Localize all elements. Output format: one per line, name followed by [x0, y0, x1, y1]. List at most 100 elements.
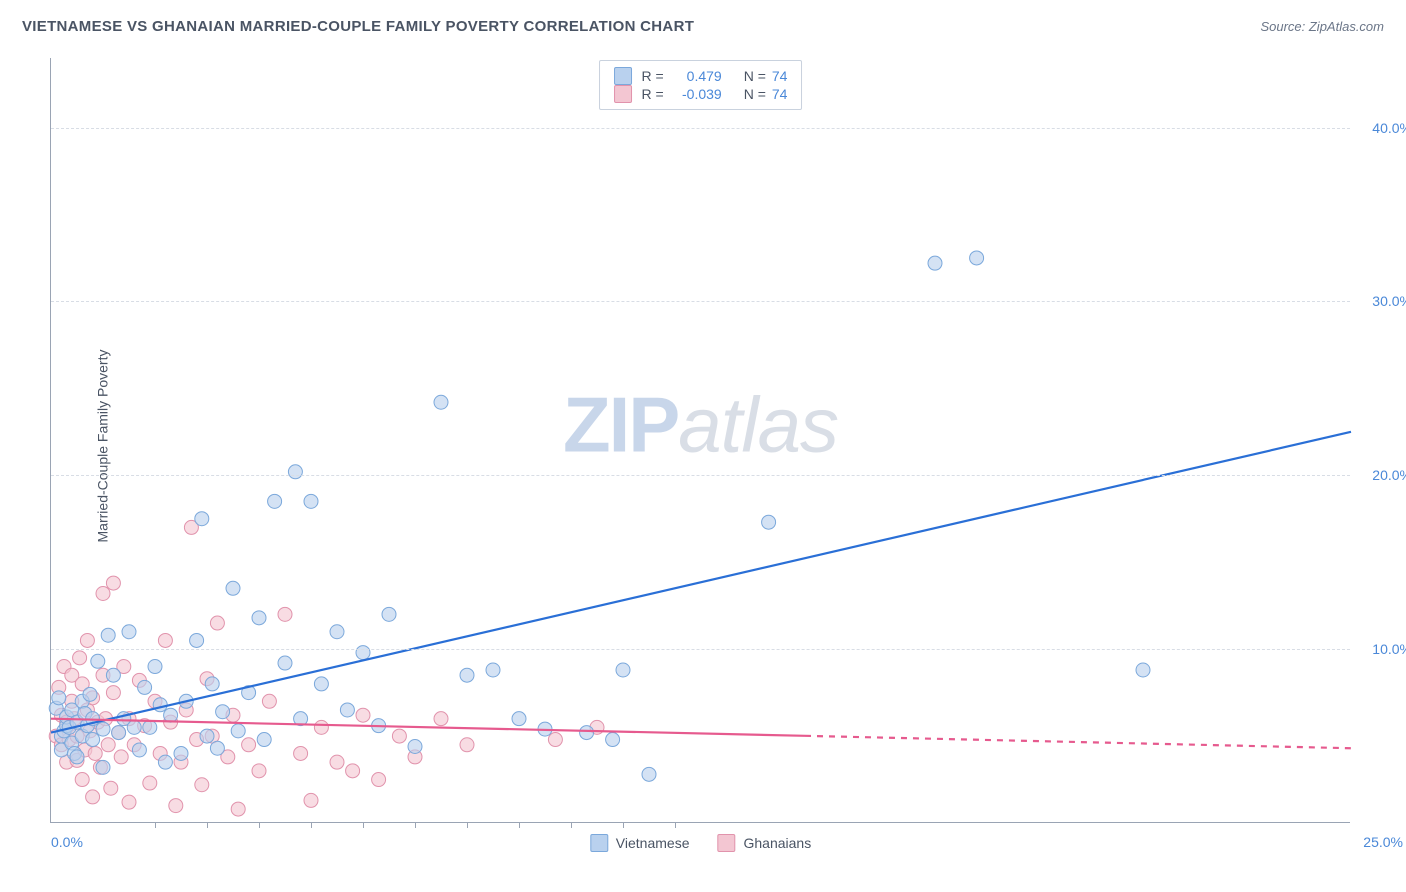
scatter-point [252, 764, 266, 778]
x-minor-tick [363, 822, 364, 828]
scatter-point [434, 712, 448, 726]
scatter-point [392, 729, 406, 743]
scatter-point [88, 746, 102, 760]
scatter-point [101, 628, 115, 642]
scatter-point [114, 750, 128, 764]
stats-swatch-0 [614, 67, 632, 85]
source-attribution: Source: ZipAtlas.com [1260, 19, 1384, 34]
legend-item-0: Vietnamese [590, 834, 690, 852]
scatter-point [153, 698, 167, 712]
scatter-point [101, 738, 115, 752]
gridline-h [51, 128, 1350, 129]
scatter-point [408, 740, 422, 754]
scatter-point [143, 720, 157, 734]
x-minor-tick [675, 822, 676, 828]
scatter-point [314, 720, 328, 734]
x-minor-tick [519, 822, 520, 828]
scatter-point [278, 656, 292, 670]
scatter-point [190, 633, 204, 647]
x-minor-tick [467, 822, 468, 828]
scatter-point [143, 776, 157, 790]
gridline-h [51, 649, 1350, 650]
scatter-point [580, 726, 594, 740]
scatter-point [210, 616, 224, 630]
scatter-point [91, 654, 105, 668]
scatter-point [205, 677, 219, 691]
scatter-point [148, 660, 162, 674]
stats-r-value-1: -0.039 [670, 86, 722, 102]
scatter-point [122, 625, 136, 639]
scatter-point [304, 793, 318, 807]
y-tick-label: 30.0% [1372, 293, 1406, 309]
scatter-point [340, 703, 354, 717]
scatter-point [242, 738, 256, 752]
scatter-point [548, 733, 562, 747]
x-minor-tick [311, 822, 312, 828]
scatter-point [486, 663, 500, 677]
scatter-point [268, 494, 282, 508]
chart-title: VIETNAMESE VS GHANAIAN MARRIED-COUPLE FA… [22, 18, 694, 35]
stats-swatch-1 [614, 85, 632, 103]
scatter-point [356, 646, 370, 660]
scatter-point [164, 708, 178, 722]
scatter-point [106, 668, 120, 682]
scatter-point [158, 755, 172, 769]
scatter-point [257, 733, 271, 747]
scatter-point [86, 790, 100, 804]
scatter-point [606, 733, 620, 747]
scatter-point [122, 795, 136, 809]
bottom-legend: Vietnamese Ghanaians [590, 834, 811, 852]
scatter-point [106, 686, 120, 700]
scatter-point [106, 576, 120, 590]
legend-item-1: Ghanaians [717, 834, 811, 852]
scatter-point [127, 720, 141, 734]
scatter-point [195, 778, 209, 792]
gridline-h [51, 301, 1350, 302]
scatter-point [252, 611, 266, 625]
stats-n-label-1: N = [744, 86, 766, 102]
regression-line-dashed [805, 736, 1351, 748]
scatter-point [86, 733, 100, 747]
scatter-point [80, 633, 94, 647]
source-prefix: Source: [1260, 19, 1308, 34]
scatter-point [346, 764, 360, 778]
legend-swatch-1 [717, 834, 735, 852]
stats-n-label-0: N = [744, 68, 766, 84]
stats-r-label-0: R = [642, 68, 664, 84]
y-tick-label: 20.0% [1372, 467, 1406, 483]
stats-row-1: R = -0.039 N = 74 [614, 85, 788, 103]
scatter-point [226, 581, 240, 595]
scatter-point [231, 724, 245, 738]
scatter-point [928, 256, 942, 270]
scatter-point [512, 712, 526, 726]
scatter-point [262, 694, 276, 708]
scatter-point [434, 395, 448, 409]
scatter-point [73, 651, 87, 665]
scatter-point [314, 677, 328, 691]
scatter-point [83, 687, 97, 701]
gridline-h [51, 475, 1350, 476]
scatter-point [96, 722, 110, 736]
scatter-point [1136, 663, 1150, 677]
scatter-point [642, 767, 656, 781]
x-tick-label: 25.0% [1363, 834, 1403, 850]
scatter-point [288, 465, 302, 479]
x-minor-tick [155, 822, 156, 828]
scatter-point [304, 494, 318, 508]
scatter-point [330, 625, 344, 639]
scatter-point [616, 663, 630, 677]
scatter-point [330, 755, 344, 769]
scatter-point [460, 738, 474, 752]
scatter-point [52, 691, 66, 705]
x-minor-tick [623, 822, 624, 828]
source-name: ZipAtlas.com [1309, 19, 1384, 34]
stats-box: R = 0.479 N = 74 R = -0.039 N = 74 [599, 60, 803, 110]
scatter-point [231, 802, 245, 816]
stats-row-0: R = 0.479 N = 74 [614, 67, 788, 85]
scatter-point [158, 633, 172, 647]
stats-n-value-0: 74 [772, 68, 788, 84]
x-minor-tick [415, 822, 416, 828]
scatter-point [132, 743, 146, 757]
scatter-point [200, 729, 214, 743]
scatter-point [970, 251, 984, 265]
